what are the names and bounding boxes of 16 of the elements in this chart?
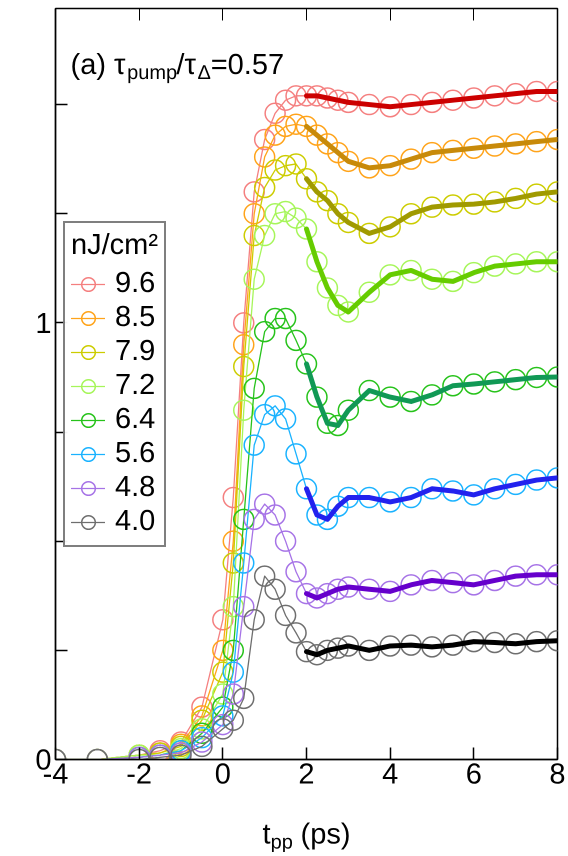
legend-label: 4.8	[115, 471, 156, 504]
legend-label: 9.6	[115, 267, 156, 300]
y-tick-label: 1	[35, 308, 52, 340]
legend-label: 5.6	[115, 437, 156, 470]
legend-label: 6.4	[115, 403, 156, 436]
x-tick-label: 0	[214, 758, 231, 790]
legend-label: 7.2	[115, 369, 156, 402]
x-tick-label: 4	[382, 758, 398, 790]
legend-label: 7.9	[115, 335, 156, 368]
legend-title: nJ/cm²	[71, 228, 158, 262]
legend-label: 4.0	[115, 505, 156, 538]
x-tick-label: 2	[298, 758, 315, 790]
legend-label: 8.5	[115, 301, 156, 334]
x-tick-label: 6	[466, 758, 482, 790]
x-tick-label: 8	[549, 758, 566, 790]
x-tick-label: -2	[126, 758, 152, 790]
